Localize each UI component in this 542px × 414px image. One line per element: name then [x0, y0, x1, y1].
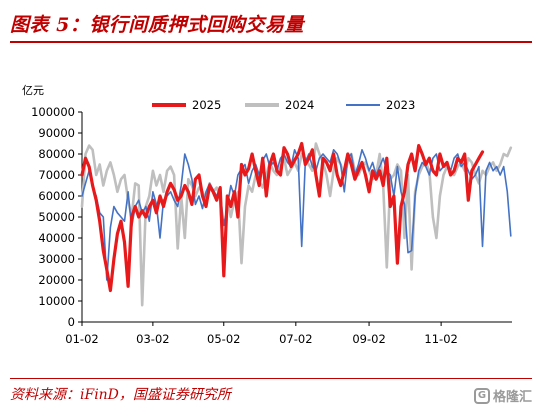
line-chart: 亿元 2025 2024 2023 0 10000 20000 30000 40000 500…: [22, 84, 513, 346]
x-tick-label: 07-02: [279, 332, 312, 346]
watermark: G 格隆汇: [473, 386, 532, 405]
x-tick-label: 05-02: [207, 332, 240, 346]
report-header: 图表 5：银行间质押式回购交易量: [10, 8, 532, 43]
chart-legend: 2025 2024 2023: [152, 98, 415, 112]
series-line-2025: [80, 141, 485, 293]
footer-divider: [10, 378, 532, 379]
watermark-text: 格隆汇: [492, 390, 532, 405]
y-axis-unit-label: 亿元: [22, 84, 44, 97]
y-tick-label: 60000: [38, 189, 75, 203]
x-tick-label: 03-02: [136, 332, 169, 346]
x-tick-label: 01-02: [65, 332, 98, 346]
series-layer: [80, 141, 513, 307]
legend-label-2025: 2025: [192, 98, 221, 112]
series-line-2024: [80, 142, 513, 307]
y-tick-label: 100000: [31, 105, 75, 119]
data-source-note: 资料来源：iFinD，国盛证券研究所: [10, 387, 231, 403]
y-tick-label: 70000: [38, 168, 75, 182]
y-axis: 0 10000 20000 30000 40000 50000 60000 70000 8000…: [31, 105, 83, 329]
y-tick-label: 40000: [38, 231, 75, 245]
y-tick-label: 20000: [38, 273, 75, 287]
y-tick-label: 90000: [38, 126, 75, 140]
gelonghui-logo-icon: G: [473, 387, 490, 404]
header-divider: [10, 41, 532, 43]
figure-title: 图表 5：银行间质押式回购交易量: [10, 14, 304, 36]
legend-label-2024: 2024: [285, 98, 314, 112]
y-tick-label: 30000: [38, 252, 75, 266]
y-tick-label: 10000: [38, 294, 75, 308]
y-tick-label: 80000: [38, 147, 75, 161]
y-tick-label: 0: [68, 315, 75, 329]
y-tick-label: 50000: [38, 210, 75, 224]
x-axis: 01-02 03-02 05-02 07-02 09-02 11-02: [65, 321, 512, 346]
x-tick-label: 09-02: [352, 332, 385, 346]
legend-label-2023: 2023: [386, 98, 415, 112]
x-tick-label: 11-02: [424, 332, 457, 346]
